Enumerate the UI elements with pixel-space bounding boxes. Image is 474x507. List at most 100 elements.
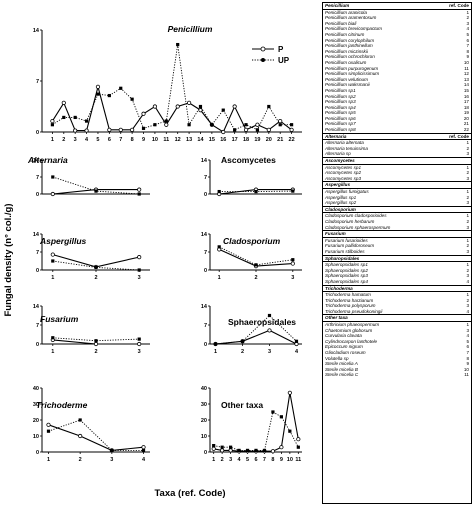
taxon-name: Trichoderma pseudokoningii — [325, 308, 383, 314]
taxon-code: 15 — [463, 87, 469, 93]
x-tick-label: 3 — [138, 349, 141, 355]
data-point-UP — [62, 115, 66, 120]
data-point-UP — [96, 92, 100, 96]
y-tick-label: 0 — [204, 192, 207, 198]
data-point-UP — [254, 448, 258, 452]
taxon-name: Penicillium velutinum — [325, 76, 368, 82]
taxon-code: 21 — [463, 121, 469, 127]
data-point-UP — [254, 263, 258, 267]
data-point-UP — [51, 175, 55, 179]
data-point-UP — [78, 418, 82, 422]
table-row: Ascomycetes sp3 3 — [323, 176, 471, 182]
taxon-code: 2 — [466, 170, 469, 176]
panel-title: Trichoderme — [36, 400, 88, 410]
taxon-code: 2 — [466, 297, 469, 303]
taxon-name: Penicillium brevicompactum — [325, 26, 382, 32]
panel-5: 0 7 14 1 2 3 Fusarium — [33, 304, 150, 355]
series-line-UP — [219, 246, 293, 266]
taxon-name: Fusarium pallidoroseum — [325, 243, 375, 249]
data-point-UP — [94, 189, 98, 193]
taxon-code: 1 — [466, 262, 469, 268]
x-tick-label: 1 — [214, 349, 217, 355]
table-row: Volutella sp 8 — [323, 356, 471, 362]
taxon-name: Trichoderma polysporum — [325, 303, 376, 309]
taxon-name: Alternaria alternata — [325, 140, 364, 146]
taxon-code: 1 — [466, 292, 469, 298]
x-tick-label: 1 — [51, 137, 54, 143]
y-tick-label: 0 — [204, 268, 207, 274]
taxon-code: 4 — [466, 333, 469, 339]
data-point-UP — [137, 192, 141, 196]
taxon-name: Cladosporium cladosporioides — [325, 213, 387, 219]
taxon-code: 2 — [466, 15, 469, 21]
x-tick-label: 5 — [246, 457, 249, 463]
y-tick-label: 10 — [33, 434, 39, 440]
data-point-UP — [212, 444, 216, 448]
table-row: Cladosporium sphaerospermum 3 — [323, 225, 471, 231]
taxon-name: Penicillium waksmanii — [325, 82, 370, 88]
legend-label-P: P — [278, 45, 284, 54]
legend-label-UP: UP — [278, 56, 290, 65]
x-tick-label: 8 — [131, 137, 134, 143]
panel-title: Alternaria — [27, 155, 68, 165]
data-point-UP — [176, 42, 180, 47]
y-tick-label: 20 — [33, 418, 39, 424]
table-row: Aspergillus sp1 2 — [323, 195, 471, 201]
x-tick-label: 1 — [51, 275, 54, 281]
taxon-code: 11 — [464, 372, 469, 378]
table-row: Penicillium aranicola 1 — [323, 10, 471, 16]
data-point-P — [118, 127, 123, 132]
y-tick-label: 0 — [36, 130, 39, 136]
taxon-code: 20 — [463, 115, 469, 121]
series-line-P — [215, 329, 297, 345]
x-tick-label: 9 — [142, 137, 145, 143]
data-point-P — [270, 449, 276, 454]
data-point-P — [279, 445, 284, 450]
x-tick-label: 3 — [74, 137, 77, 143]
taxon-code: 3 — [466, 248, 469, 254]
panel-7: 0 10 20 30 40 1 2 3 4 Trichoderme — [33, 386, 150, 463]
data-point-UP — [73, 115, 77, 120]
taxon-name: Penicillium sp7 — [325, 121, 356, 127]
y-tick-label: 30 — [33, 402, 39, 408]
data-point-P — [221, 129, 226, 135]
table-row: Fusarium pallidoroseum 2 — [323, 243, 471, 249]
x-tick-label: 2 — [221, 457, 224, 463]
panel-title: Other taxa — [221, 400, 263, 410]
x-tick-label: 19 — [254, 137, 260, 143]
data-point-P — [228, 448, 233, 453]
data-point-P — [46, 422, 51, 427]
group-name: Penicillium — [325, 3, 350, 8]
data-point-UP — [229, 445, 233, 449]
table-row: Sterile micelia A 9 — [323, 361, 471, 367]
y-tick-label: 0 — [204, 450, 207, 456]
taxon-name: Penicillium aramentosum — [325, 15, 377, 21]
y-tick-label: 10 — [201, 434, 207, 440]
data-point-UP — [110, 448, 114, 452]
group-code-label: ref. Code — [449, 3, 469, 8]
y-tick-label: 14 — [33, 28, 40, 34]
x-tick-label: 1 — [218, 275, 221, 281]
table-row: Ascomycetes sp2 2 — [323, 170, 471, 176]
data-point-P — [266, 127, 271, 132]
panel-4: 0 7 14 1 2 3 Cladosporium — [201, 232, 302, 281]
taxon-name: Ascomycetes sp3 — [325, 175, 361, 181]
data-point-UP — [217, 245, 221, 249]
taxon-code: 8 — [466, 355, 469, 361]
table-row: Penicillium velutinum 13 — [323, 77, 471, 83]
table-group-header: Penicillium ref. Code — [323, 3, 471, 10]
taxon-code: 5 — [466, 31, 469, 37]
taxon-code: 3 — [466, 151, 469, 157]
taxon-code: 7 — [466, 43, 469, 49]
table-row: Sphaeropsidales sp3 3 — [323, 273, 471, 279]
table-row: Cylindrocarpon lanthotele 5 — [323, 339, 471, 345]
table-row: Fusarium fusarioides 1 — [323, 238, 471, 244]
y-tick-label: 7 — [204, 175, 207, 181]
data-point-UP — [94, 265, 98, 270]
table-row: Sterile micelia B 10 — [323, 367, 471, 373]
x-tick-label: 20 — [266, 137, 272, 143]
taxon-code: 1 — [466, 322, 469, 328]
x-tick-label: 18 — [243, 137, 249, 143]
